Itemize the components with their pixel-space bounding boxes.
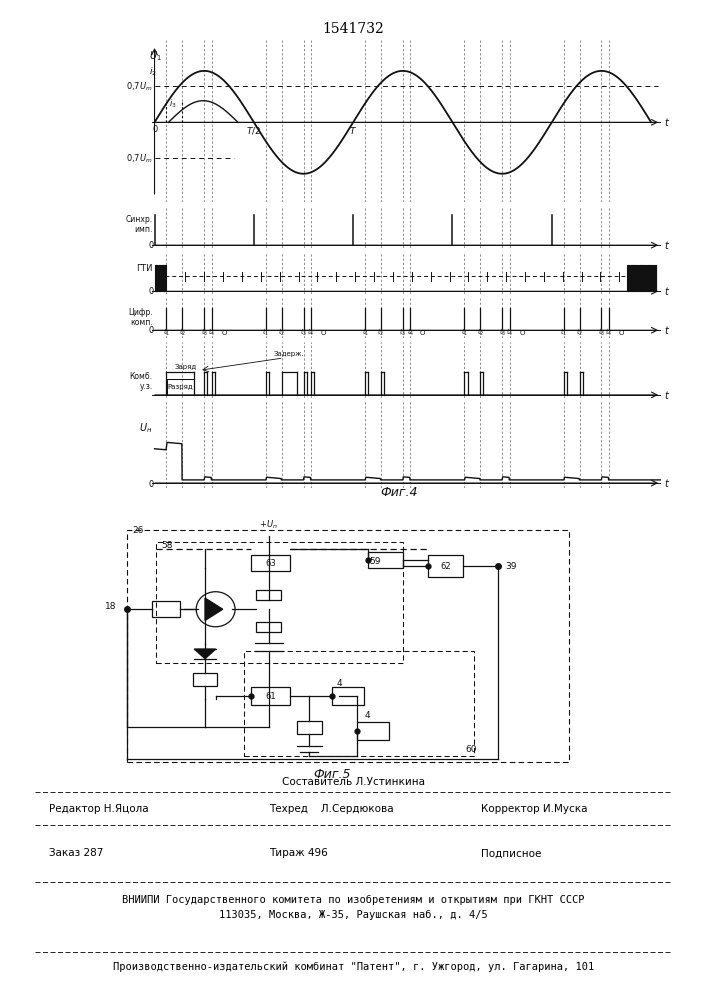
Text: $+U_п$: $+U_п$ [259,519,278,531]
Text: $U_н$: $U_н$ [139,421,153,435]
Text: 0: 0 [148,287,153,296]
Text: 26: 26 [133,526,144,535]
Text: ВНИИПИ Государственного комитета по изобретениям и открытиям при ГКНТ СССР: ВНИИПИ Государственного комитета по изоб… [122,895,585,905]
Text: $t_1$: $t_1$ [163,327,170,338]
Text: 59: 59 [369,557,381,566]
Bar [257,590,281,600]
Text: Редактор Н.Яцола: Редактор Н.Яцола [49,804,149,814]
Text: 61: 61 [265,692,276,701]
Bar [368,552,403,568]
Text: 39: 39 [506,562,517,571]
Text: 60: 60 [466,745,477,754]
Text: 113035, Москва, Ж-35, Раушская наб., д. 4/5: 113035, Москва, Ж-35, Раушская наб., д. … [219,910,488,920]
Text: $t_3$: $t_3$ [300,327,307,338]
Text: Фиг.5: Фиг.5 [313,768,351,781]
Text: Комб.
у.з.: Комб. у.з. [129,372,153,391]
Text: Корректор И.Муска: Корректор И.Муска [481,804,588,814]
Bar [357,722,389,740]
Text: $t_1$: $t_1$ [262,327,269,338]
Text: Подписное: Подписное [481,848,541,858]
Text: $i_2$: $i_2$ [149,66,157,78]
Text: Синхр.
имп.: Синхр. имп. [126,215,153,234]
Bar [332,687,364,705]
Text: $T/2$: $T/2$ [247,125,262,136]
Text: 1541732: 1541732 [322,22,385,36]
Bar [127,530,569,762]
Bar [192,673,217,686]
Text: $U_1$: $U_1$ [149,49,162,63]
Text: 58: 58 [160,541,173,550]
Text: O: O [321,330,326,336]
Text: $t_3$: $t_3$ [598,327,605,338]
Text: Заказ 287: Заказ 287 [49,848,104,858]
Text: 63: 63 [265,559,276,568]
Text: O: O [520,330,525,336]
Text: 0,7$U_m$: 0,7$U_m$ [126,152,153,165]
Text: $t_3$: $t_3$ [201,327,208,338]
Text: Производственно-издательский комбинат "Патент", г. Ужгород, ул. Гагарина, 101: Производственно-издательский комбинат "П… [113,962,594,972]
Text: $t$: $t$ [664,116,670,128]
Text: ГТИ: ГТИ [136,264,153,273]
Text: $t_2$: $t_2$ [477,327,484,338]
Text: 18: 18 [105,602,117,611]
Bar [297,721,322,734]
Text: 0: 0 [152,125,158,134]
Bar [244,651,474,756]
Text: $t_4$: $t_4$ [407,327,414,338]
Bar [428,555,463,577]
Text: O: O [619,330,624,336]
Bar [152,601,180,617]
Bar [251,555,290,571]
Text: 0: 0 [148,326,153,335]
Text: O: O [221,330,227,336]
Text: $t_1$: $t_1$ [560,327,567,338]
Text: 0: 0 [148,480,153,489]
Text: $i_3$: $i_3$ [168,98,176,110]
Text: $t_4$: $t_4$ [605,327,612,338]
Text: Разряд: Разряд [168,384,193,390]
Text: Тираж 496: Тираж 496 [269,848,327,858]
Text: $t$: $t$ [664,285,670,297]
Text: O: O [420,330,426,336]
Polygon shape [205,598,223,620]
Text: $t_3$: $t_3$ [498,327,506,338]
Bar [251,687,290,705]
Text: Техред    Л.Сердюкова: Техред Л.Сердюкова [269,804,393,814]
Text: 0: 0 [148,241,153,250]
Polygon shape [194,649,216,659]
Text: Заряд: Заряд [174,364,197,370]
Text: $t$: $t$ [664,389,670,401]
Text: $t_2$: $t_2$ [576,327,583,338]
Text: Задерж.: Задерж. [273,351,304,357]
Text: $t_1$: $t_1$ [461,327,468,338]
Text: Составитель Л.Устинкина: Составитель Л.Устинкина [282,777,425,787]
Text: $t$: $t$ [664,239,670,251]
Text: $t_4$: $t_4$ [506,327,513,338]
Text: Фиг.4: Фиг.4 [380,486,419,499]
Bar [257,622,281,632]
Text: $t_4$: $t_4$ [208,327,215,338]
Text: $t$: $t$ [664,324,670,336]
Text: 4: 4 [337,679,342,688]
Text: 0,7$U_m$: 0,7$U_m$ [126,80,153,93]
Text: $t_2$: $t_2$ [278,327,285,338]
Text: $t$: $t$ [664,477,670,489]
Text: Цифр.
комп.: Цифр. комп. [128,308,153,327]
Text: $t_3$: $t_3$ [399,327,407,338]
Bar [156,542,403,663]
Text: $T$: $T$ [349,125,357,136]
Text: 62: 62 [440,562,451,571]
Text: 4: 4 [365,711,370,720]
Text: $t_1$: $t_1$ [361,327,368,338]
Text: $t_4$: $t_4$ [308,327,315,338]
Text: $t_2$: $t_2$ [179,327,186,338]
Text: $t_2$: $t_2$ [378,327,385,338]
